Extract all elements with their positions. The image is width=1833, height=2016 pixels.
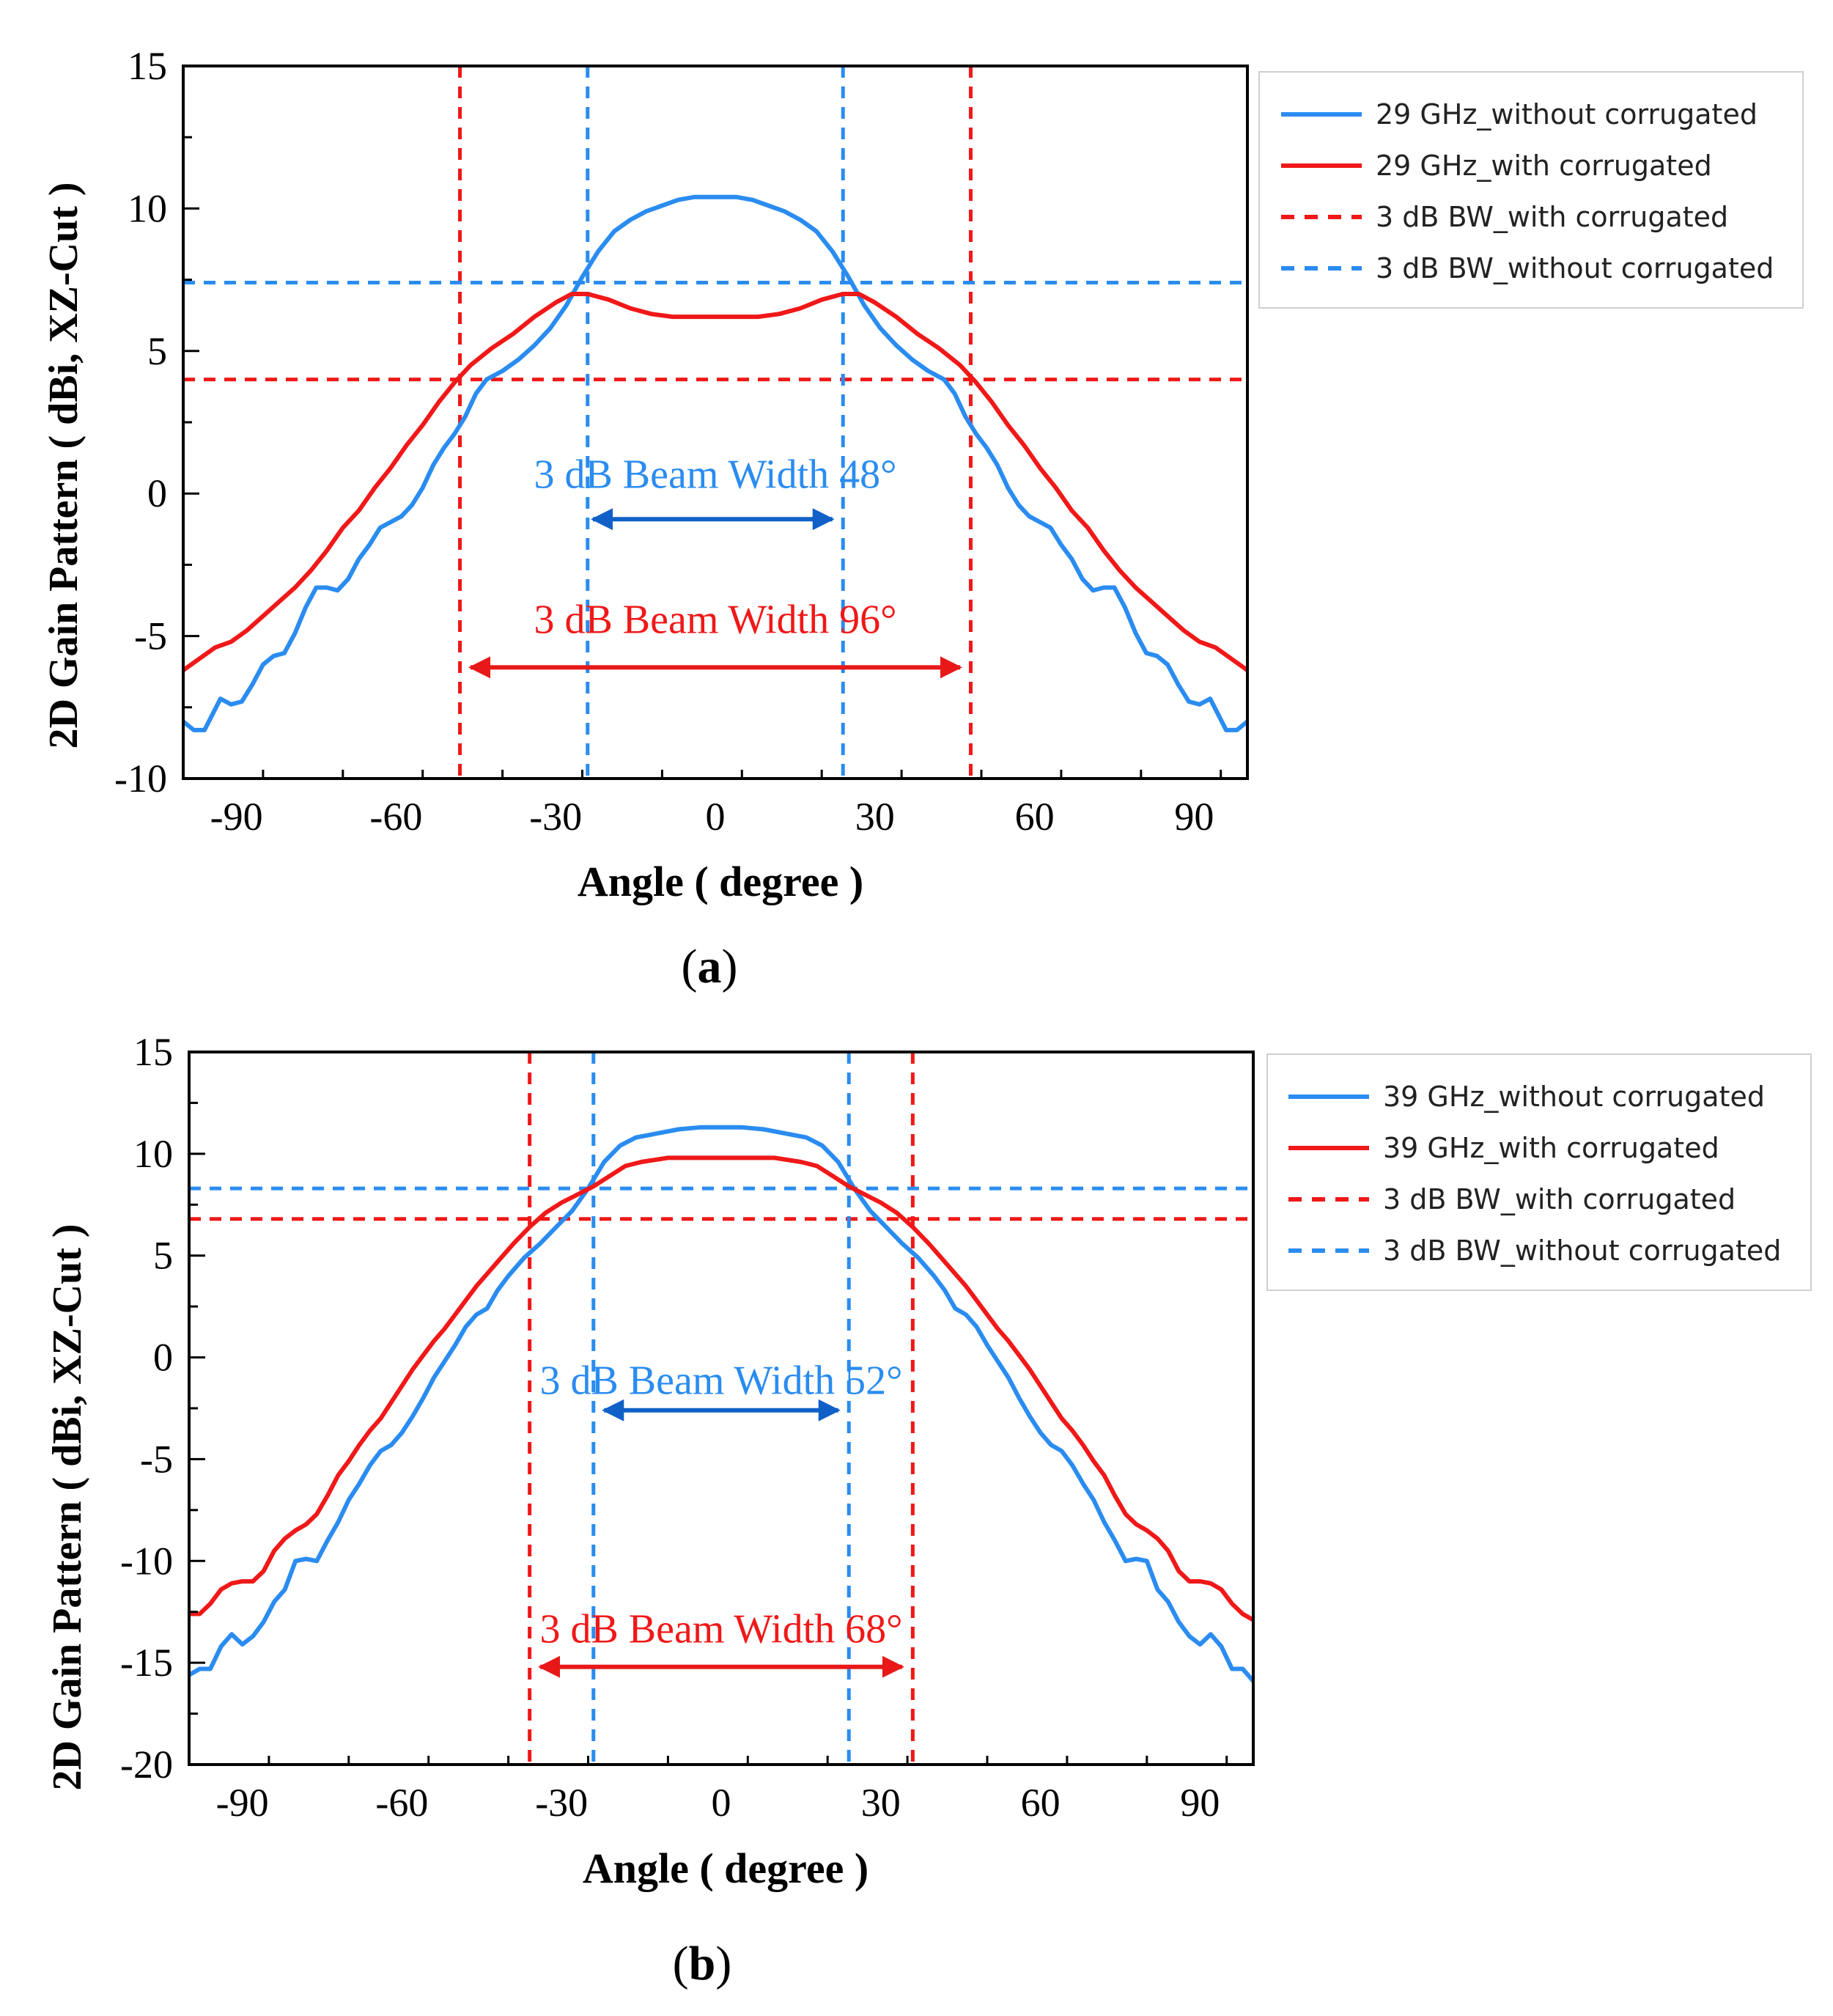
legend-b: 39 GHz_without corrugated 39 GHz_with co…	[1266, 1053, 1812, 1291]
plot-frame	[182, 65, 1249, 780]
legend-entry-bw-without: 3 dB BW_without corrugated	[1288, 1235, 1781, 1267]
legend-a: 29 GHz_without corrugated 29 GHz_with co…	[1258, 71, 1804, 309]
beam-width-label-red: 3 dB Beam Width 96°	[534, 597, 896, 643]
x-tick-label: -30	[535, 1781, 588, 1825]
panel-label-a: (a)	[682, 940, 738, 993]
svg-text:3 dB BW_with corrugated: 3 dB BW_with corrugated	[1383, 1183, 1736, 1215]
series-line-1	[182, 292, 1249, 672]
x-axis-label: Angle ( degree )	[578, 858, 863, 905]
annotation-layer: 3 dB Beam Width 48° 3 dB Beam Width 96°	[468, 452, 962, 679]
legend-entry-39ghz-with: 39 GHz_with corrugated	[1288, 1132, 1719, 1164]
annotation-layer: 3 dB Beam Width 52° 3 dB Beam Width 68°	[538, 1358, 904, 1678]
beam-width-label-blue: 3 dB Beam Width 48°	[534, 452, 896, 497]
x-tick-label: -90	[216, 1781, 269, 1825]
x-tick-label: 30	[855, 795, 895, 839]
x-tick-label: -60	[369, 795, 422, 839]
series-layer	[188, 1125, 1255, 1683]
series-line-1	[189, 1155, 1255, 1622]
y-tick-label: -5	[140, 1437, 173, 1481]
svg-text:3 dB BW_with corrugated: 3 dB BW_with corrugated	[1376, 201, 1728, 233]
x-tick-label: 0	[712, 1781, 731, 1825]
y-axis-label: 2D Gain Pattern ( dBi, XZ-Cut )	[45, 1224, 90, 1790]
svg-text:29 GHz_without corrugated: 29 GHz_without corrugated	[1376, 98, 1758, 130]
x-axis-label: Angle ( degree )	[583, 1844, 868, 1892]
legend-box	[1258, 71, 1804, 309]
bw-lines-layer	[183, 66, 1247, 779]
svg-text:3 dB BW_without corrugated: 3 dB BW_without corrugated	[1383, 1235, 1781, 1267]
x-tick-label: 0	[706, 795, 726, 839]
legend-entry-29ghz-without: 29 GHz_without corrugated	[1281, 98, 1758, 130]
chart-panel-b: -90 -60 -30 0 30 60 90 -20 -15 -10 -5 0 5 10 15 3 dB B…	[45, 1030, 1812, 1990]
y-tick-label: 10	[128, 186, 167, 230]
x-tick-label: -30	[529, 795, 582, 839]
y-tick-label: 0	[147, 471, 167, 515]
legend-box	[1266, 1053, 1812, 1291]
axis-layer: -90 -60 -30 0 30 60 90 -10 -5 0 5 10 15	[114, 44, 1249, 839]
chart-panel-a: -90 -60 -30 0 30 60 90 -10 -5 0 5 10 15 3 dB Beam Wi…	[41, 44, 1804, 993]
x-tick-label: 30	[861, 1781, 901, 1825]
x-tick-label: 90	[1180, 1781, 1220, 1825]
y-tick-label: -5	[134, 614, 167, 658]
svg-text:29 GHz_with corrugated: 29 GHz_with corrugated	[1376, 150, 1712, 182]
legend-entry-bw-without: 3 dB BW_without corrugated	[1281, 252, 1774, 284]
y-tick-label: -10	[114, 757, 167, 801]
legend-entry-bw-with: 3 dB BW_with corrugated	[1288, 1183, 1736, 1215]
x-tick-label: 60	[1021, 1781, 1061, 1825]
y-tick-label: -10	[120, 1539, 173, 1583]
y-tick-label: -15	[120, 1641, 173, 1685]
y-axis-label: 2D Gain Pattern ( dBi, XZ-Cut )	[41, 182, 86, 748]
y-tick-label: 15	[128, 44, 167, 88]
x-tick-label: 60	[1015, 795, 1055, 839]
beam-width-label-red: 3 dB Beam Width 68°	[539, 1606, 902, 1652]
beam-width-label-blue: 3 dB Beam Width 52°	[539, 1358, 902, 1404]
x-tick-label: -60	[375, 1781, 428, 1825]
svg-text:3 dB BW_without corrugated: 3 dB BW_without corrugated	[1376, 252, 1774, 284]
svg-text:39 GHz_with corrugated: 39 GHz_with corrugated	[1383, 1132, 1719, 1164]
svg-text:39 GHz_without corrugated: 39 GHz_without corrugated	[1383, 1081, 1765, 1113]
series-layer	[182, 194, 1249, 732]
y-tick-label: 5	[147, 329, 167, 373]
y-tick-label: -20	[120, 1743, 173, 1787]
legend-entry-39ghz-without: 39 GHz_without corrugated	[1288, 1081, 1765, 1113]
bw-lines-layer	[189, 1052, 1253, 1765]
axis-layer: -90 -60 -30 0 30 60 90 -20 -15 -10 -5 0 5 10 15	[120, 1030, 1255, 1825]
y-tick-label: 0	[153, 1336, 173, 1380]
y-tick-label: 10	[133, 1132, 173, 1176]
legend-entry-bw-with: 3 dB BW_with corrugated	[1281, 201, 1728, 233]
y-tick-label: 15	[133, 1030, 173, 1074]
y-tick-label: 5	[153, 1234, 173, 1278]
x-tick-label: -90	[210, 795, 263, 839]
x-tick-label: 90	[1174, 795, 1214, 839]
series-line-0	[182, 194, 1249, 732]
legend-entry-29ghz-with: 29 GHz_with corrugated	[1281, 150, 1712, 182]
series-line-0	[188, 1125, 1255, 1683]
panel-label-b: (b)	[673, 1937, 732, 1990]
